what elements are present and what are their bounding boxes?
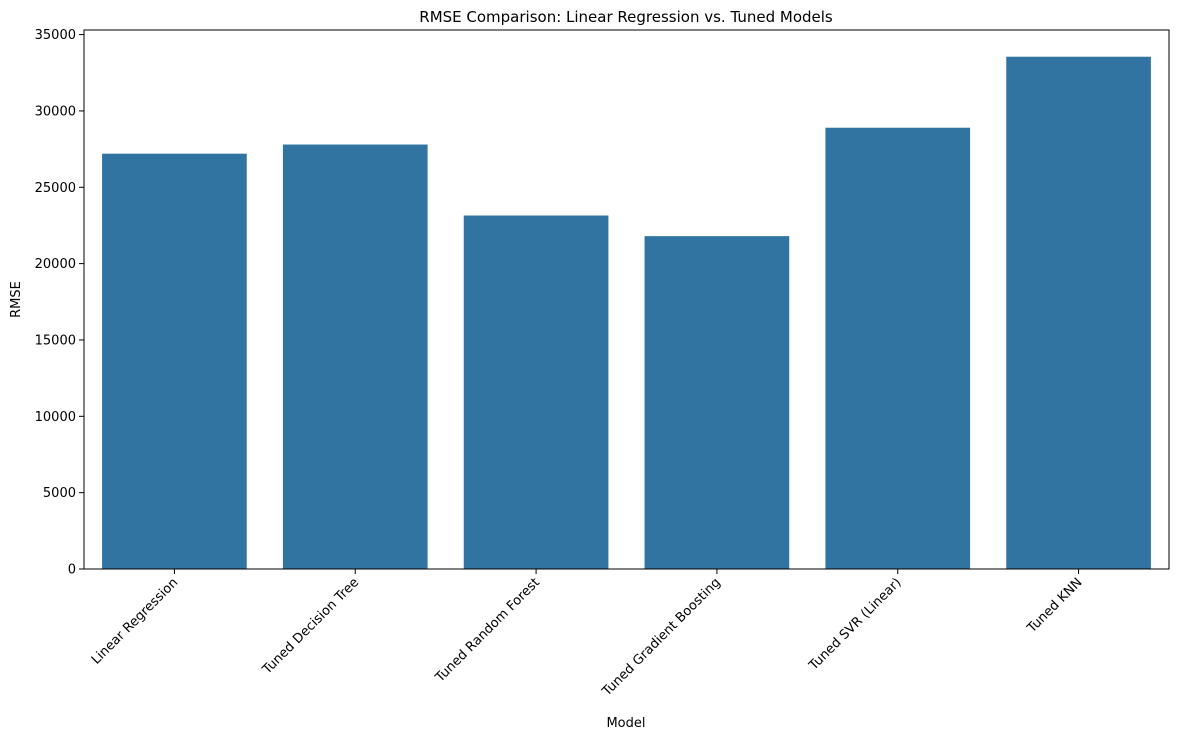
bar-4 xyxy=(825,127,971,569)
bar-5 xyxy=(1006,56,1151,570)
bar-2 xyxy=(463,215,609,569)
x-axis-label: Model xyxy=(606,716,645,731)
x-tick-label-1: Tuned Decision Tree xyxy=(259,575,362,678)
bar-0 xyxy=(102,153,247,569)
y-tick-label-4: 20000 xyxy=(35,257,76,272)
y-tick-label-0: 0 xyxy=(68,563,76,578)
bars-layer xyxy=(102,56,1151,570)
y-tick-label-2: 10000 xyxy=(35,410,76,425)
plot-frame xyxy=(83,29,1170,570)
x-tick-label-5: Tuned KNN xyxy=(1024,575,1085,636)
x-tick-label-3: Tuned Gradient Boosting xyxy=(599,575,724,700)
y-tick-label-3: 15000 xyxy=(35,333,76,348)
y-tick-label-5: 25000 xyxy=(35,181,76,196)
x-tick-label-4: Tuned SVR (Linear) xyxy=(806,575,905,674)
y-tick-label-7: 35000 xyxy=(35,28,76,43)
chart-title: RMSE Comparison: Linear Regression vs. T… xyxy=(419,8,833,26)
x-axis: Linear Regression Tuned Decision Tree Tune… xyxy=(89,569,1085,700)
bar-3 xyxy=(644,236,790,569)
y-tick-label-1: 5000 xyxy=(43,486,76,501)
x-tick-label-0: Linear Regression xyxy=(89,575,181,667)
bar-1 xyxy=(282,144,428,569)
y-axis-label: RMSE xyxy=(9,281,24,318)
y-axis: 0 5000 10000 15000 20000 25000 30000 35000 xyxy=(35,28,84,578)
x-tick-label-2: Tuned Random Forest xyxy=(432,575,543,686)
y-tick-label-6: 30000 xyxy=(35,104,76,119)
